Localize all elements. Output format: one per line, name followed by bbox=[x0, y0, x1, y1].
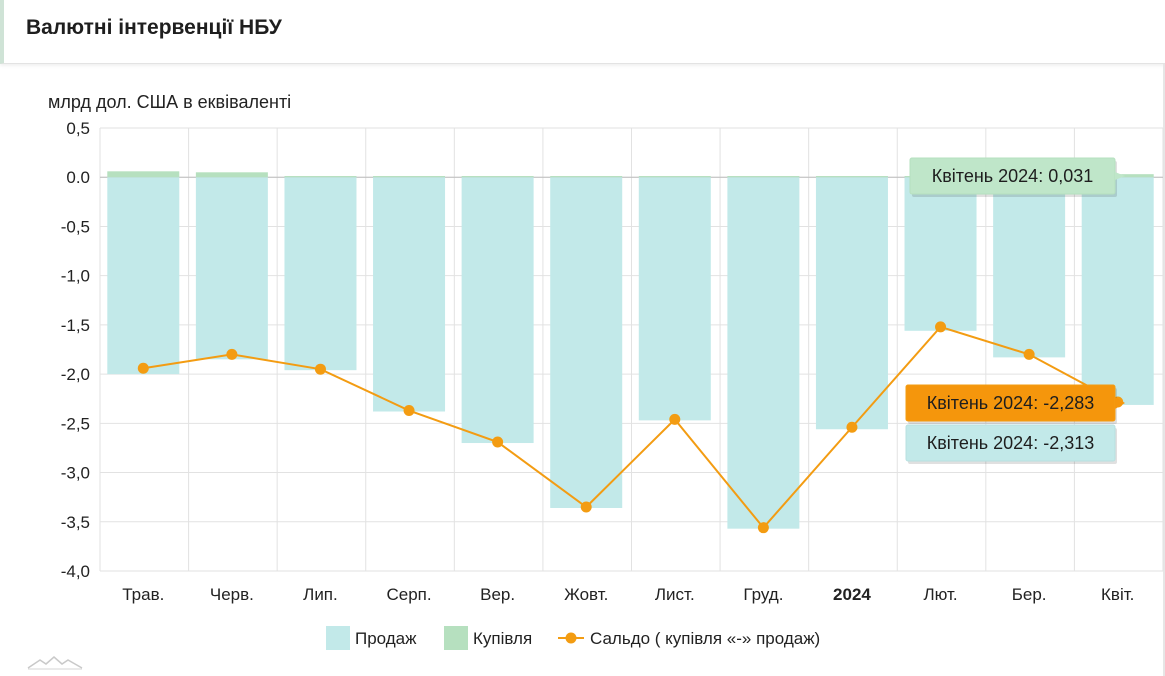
x-tick-label: Черв. bbox=[210, 585, 254, 604]
x-tick-label: Лип. bbox=[303, 585, 338, 604]
x-tick-label: Вер. bbox=[480, 585, 515, 604]
bar-sell bbox=[815, 177, 888, 430]
grid-lines bbox=[99, 127, 1164, 572]
y-tick-label: -2,0 bbox=[61, 365, 90, 384]
y-tick-label: -0,5 bbox=[61, 217, 90, 236]
bar-buy bbox=[195, 172, 268, 178]
bars bbox=[107, 171, 1154, 529]
chart-header: Валютні інтервенції НБУ bbox=[0, 0, 1165, 64]
y-axis-label: млрд дол. США в еквіваленті bbox=[48, 92, 291, 112]
x-tick-label: Груд. bbox=[743, 585, 783, 604]
x-tick-label: Бер. bbox=[1012, 585, 1047, 604]
y-tick-label: 0,5 bbox=[66, 119, 90, 138]
y-tick-label: -1,5 bbox=[61, 316, 90, 335]
legend: Продаж Купівля Сальдо ( купівля «-» продаж… bbox=[326, 626, 820, 650]
y-tick-label: -4,0 bbox=[61, 562, 90, 581]
balance-point bbox=[757, 522, 769, 534]
balance-point bbox=[669, 413, 681, 425]
bar-sell bbox=[993, 177, 1066, 358]
tooltip-text: Квітень 2024: 0,031 bbox=[932, 166, 1094, 186]
panel-border bbox=[1163, 64, 1165, 676]
y-tick-label: -2,5 bbox=[61, 414, 90, 433]
legend-item: Сальдо ( купівля «-» продаж) bbox=[558, 629, 820, 648]
bar-sell bbox=[550, 177, 623, 508]
balance-point bbox=[492, 436, 504, 448]
legend-item: Продаж bbox=[326, 626, 417, 650]
x-tick-label: Трав. bbox=[122, 585, 164, 604]
y-tick-label: -3,5 bbox=[61, 513, 90, 532]
tooltip-pointer bbox=[1115, 397, 1125, 409]
tooltip: Квітень 2024: 0,031 bbox=[909, 157, 1125, 197]
mountain-logo-icon bbox=[27, 656, 83, 670]
balance-point bbox=[1023, 348, 1035, 360]
x-tick-label: Квіт. bbox=[1101, 585, 1134, 604]
tooltip: Квітень 2024: -2,283 bbox=[905, 384, 1125, 424]
tooltip-box bbox=[905, 424, 1116, 462]
x-tick-label: Лют. bbox=[923, 585, 957, 604]
balance-point bbox=[226, 348, 238, 360]
bar-buy bbox=[373, 176, 446, 178]
legend-marker bbox=[565, 632, 577, 644]
x-tick-label: Лист. bbox=[655, 585, 695, 604]
legend-item: Купівля bbox=[444, 626, 532, 650]
bar-buy bbox=[461, 176, 534, 178]
bar-buy bbox=[284, 176, 357, 178]
bar-buy bbox=[107, 171, 180, 178]
bar-buy bbox=[550, 176, 623, 178]
bar-sell bbox=[727, 177, 800, 529]
tooltips: Квітень 2024: 0,031 Квітень 2024: -2,283 К… bbox=[905, 157, 1125, 464]
tooltip-text: Квітень 2024: -2,313 bbox=[927, 433, 1095, 453]
balance-point bbox=[403, 405, 415, 417]
chart-title: Валютні інтервенції НБУ bbox=[26, 16, 282, 39]
legend-label: Купівля bbox=[473, 629, 532, 648]
legend-label: Продаж bbox=[355, 629, 417, 648]
bar-buy bbox=[727, 176, 800, 178]
y-tick-label: -1,0 bbox=[61, 267, 90, 286]
legend-swatch bbox=[326, 626, 350, 650]
bar-sell bbox=[107, 177, 180, 375]
bar-sell bbox=[638, 177, 711, 421]
bar-sell bbox=[195, 177, 268, 360]
tooltip-text: Квітень 2024: -2,283 bbox=[927, 393, 1095, 413]
balance-point bbox=[314, 363, 326, 375]
bar-sell bbox=[373, 177, 446, 412]
bar-buy bbox=[815, 176, 888, 178]
legend-swatch bbox=[444, 626, 468, 650]
x-tick-label: Жовт. bbox=[564, 585, 608, 604]
y-tick-labels: 0,5 0.0 -0,5 -1,0 -1,5 -2,0 -2,5 -3,0 -3,5 -4,0 bbox=[61, 119, 90, 581]
tooltip-pointer bbox=[1115, 172, 1125, 180]
balance-line-path bbox=[143, 325, 1119, 530]
bar-sell bbox=[284, 177, 357, 371]
balance-point bbox=[935, 321, 947, 333]
y-tick-label: -3,0 bbox=[61, 464, 90, 483]
balance-point bbox=[846, 421, 858, 433]
bar-sell bbox=[461, 177, 534, 444]
tooltip: Квітень 2024: -2,313 bbox=[905, 424, 1117, 464]
bar-sell bbox=[904, 177, 977, 331]
balance-point bbox=[137, 362, 149, 374]
bar-sell bbox=[1081, 177, 1154, 405]
x-tick-labels: Трав. Черв. Лип. Серп. Вер. Жовт. Лист. Груд. 20… bbox=[122, 585, 1134, 604]
legend-label: Сальдо ( купівля «-» продаж) bbox=[590, 629, 820, 648]
x-tick-label: Серп. bbox=[386, 585, 431, 604]
balance-point bbox=[580, 501, 592, 513]
bar-buy bbox=[638, 176, 711, 178]
x-tick-label: 2024 bbox=[833, 585, 871, 604]
y-tick-label: 0.0 bbox=[66, 168, 90, 187]
